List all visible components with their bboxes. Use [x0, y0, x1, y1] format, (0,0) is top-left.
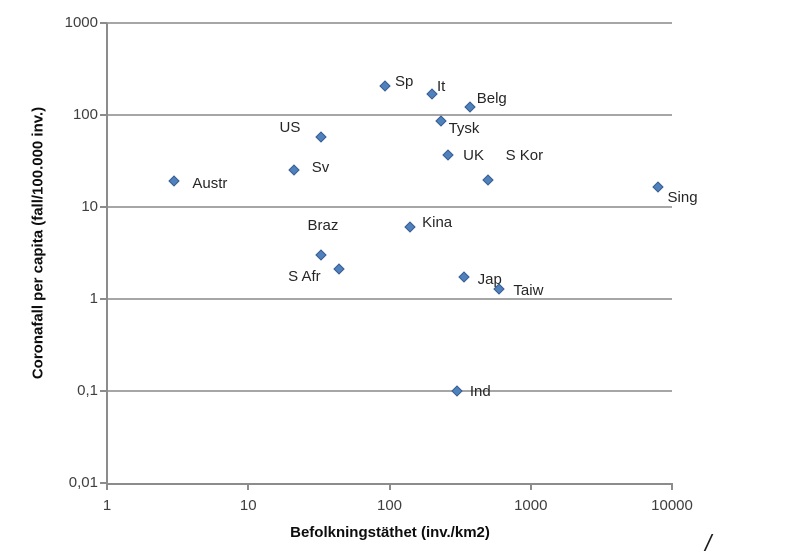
data-point-label-it: It — [437, 77, 446, 95]
x-tick-mark-1 — [106, 483, 108, 490]
data-point-austr — [168, 175, 181, 188]
y-tick-label-0,01: 0,01 — [68, 474, 98, 491]
data-point-label-sing: Sing — [667, 188, 698, 206]
y-tick-mark-1 — [100, 298, 107, 300]
y-tick-mark-1000 — [100, 22, 107, 24]
y-tick-label-0,1: 0,1 — [77, 382, 98, 399]
x-tick-label-1000: 1000 — [514, 497, 548, 514]
data-point-label-uk: UK — [463, 146, 484, 164]
y-gridline-10 — [107, 206, 672, 208]
x-tick-label-100: 100 — [376, 497, 403, 514]
data-point-label-s-afr: S Afr — [288, 268, 321, 286]
data-point-jap — [457, 270, 470, 283]
y-gridline-1000 — [107, 22, 672, 24]
y-tick-label-10: 10 — [81, 198, 98, 215]
data-point-label-braz: Braz — [307, 217, 339, 235]
data-point-sing — [651, 181, 664, 193]
y-tick-label-100: 100 — [72, 106, 98, 123]
y-gridline-1 — [107, 298, 672, 300]
y-tick-mark-10 — [100, 206, 107, 208]
data-point-label-taiw: Taiw — [513, 281, 544, 299]
data-point-belg — [464, 101, 476, 113]
x-axis-title: Befolkningstäthet (inv./km2) — [290, 524, 490, 541]
data-point-it — [426, 88, 438, 100]
x-tick-label-10: 10 — [239, 497, 257, 514]
x-tick-mark-1000 — [529, 483, 532, 490]
data-point-tysk — [434, 115, 447, 127]
y-gridline-100 — [107, 114, 672, 116]
x-tick-mark-10 — [247, 483, 250, 490]
y-gridline-0,1 — [107, 390, 672, 392]
data-point-braz — [315, 249, 328, 261]
x-tick-mark-10000 — [671, 483, 673, 490]
data-point-us — [315, 131, 328, 144]
y-tick-label-1000: 1000 — [64, 14, 98, 31]
data-point-label-sp: Sp — [395, 73, 414, 91]
x-tick-label-1: 1 — [102, 497, 112, 514]
data-point-uk — [442, 149, 454, 161]
y-axis-line — [106, 23, 108, 485]
y-tick-mark-100 — [100, 114, 107, 116]
data-point-sp — [379, 80, 391, 92]
x-tick-mark-100 — [388, 483, 391, 490]
data-point-s-afr — [333, 263, 345, 276]
data-point-label-ind: Ind — [469, 383, 491, 400]
data-point-s-kor — [481, 174, 494, 186]
x-tick-label-10000: 10000 — [651, 497, 693, 514]
data-point-label-jap: Jap — [477, 270, 502, 288]
y-tick-mark-0,01 — [100, 482, 107, 484]
data-point-label-belg: Belg — [476, 90, 507, 108]
data-point-label-s-kor: S Kor — [505, 147, 544, 165]
data-point-sv — [288, 164, 300, 177]
y-tick-label-1: 1 — [89, 290, 98, 307]
data-point-label-kina: Kina — [422, 214, 453, 232]
data-point-label-us: US — [279, 119, 301, 137]
data-point-label-austr: Austr — [192, 175, 228, 193]
data-point-kina — [404, 221, 416, 234]
y-tick-mark-0,1 — [100, 390, 107, 392]
stray-slash-mark: / — [705, 530, 712, 556]
data-point-label-tysk: Tysk — [448, 120, 480, 138]
data-point-label-sv: Sv — [311, 159, 330, 177]
data-point-ind — [451, 385, 463, 397]
